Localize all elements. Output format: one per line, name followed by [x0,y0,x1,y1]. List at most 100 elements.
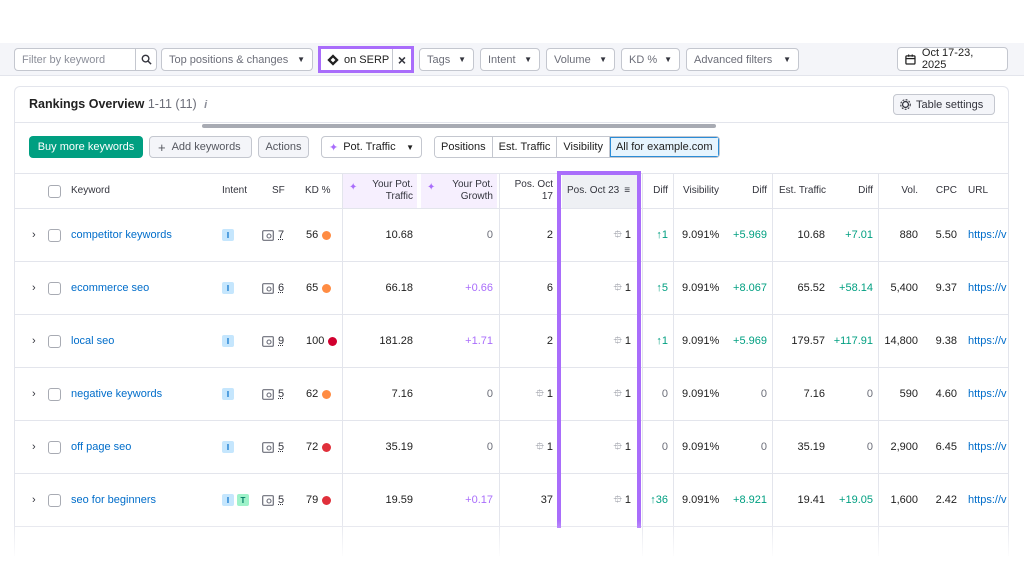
expand-row-icon[interactable]: › [32,441,36,453]
checkbox[interactable] [48,440,61,454]
date-range-button[interactable]: Oct 17-23, 2025 [897,47,1008,71]
intent-cell: I [222,262,237,314]
col-keyword[interactable]: Keyword [71,184,110,196]
search-button[interactable] [135,48,157,71]
intent-badge: I [222,335,234,347]
serp-filter-chip[interactable]: on SERP × [318,46,414,73]
volume-dropdown[interactable]: Volume ▼ [546,48,615,71]
pot-traffic-value: 35.19 [385,441,413,453]
checkbox[interactable] [48,493,61,507]
expand-row-icon[interactable]: › [32,335,36,347]
col-pos-oct23[interactable]: Pos. Oct 23 ≡ [562,174,640,208]
col-cpc[interactable]: CPC [935,184,957,196]
horizontal-scrollbar[interactable] [202,124,716,128]
url-link[interactable]: https://v [968,229,1007,241]
row-checkbox[interactable] [48,421,61,473]
table-row[interactable]: › off page seo I 5 72 35.19 0 ⯐ 1 ⯐ 1 0 9.… [15,421,1008,474]
checkbox[interactable] [48,334,61,348]
keyword-link[interactable]: competitor keywords [71,229,172,241]
tab-positions[interactable]: Positions [435,137,493,157]
sf-cell[interactable]: 7 [262,209,284,261]
visibility-diff-value: +8.921 [733,494,767,506]
keyword-link[interactable]: local seo [71,335,115,347]
serp-chip-label-area[interactable]: on SERP [321,49,393,70]
sf-cell[interactable]: 9 [262,315,284,367]
intent-badge: I [222,441,234,453]
row-checkbox[interactable] [48,368,61,420]
col-url[interactable]: URL [968,184,989,196]
col-pos-oct17[interactable]: Pos. Oct 17 [514,178,553,203]
select-all-checkbox[interactable] [48,174,61,208]
expand-row-icon[interactable]: › [32,388,36,400]
top-positions-dropdown[interactable]: Top positions & changes ▼ [161,48,313,71]
info-icon[interactable]: i [204,99,208,111]
keyword-link[interactable]: seo for beginners [71,494,156,506]
tab-visibility[interactable]: Visibility [557,137,610,157]
expand-row-icon[interactable]: › [32,494,36,506]
pos-diff-cell: ↑ 1 [643,315,668,367]
close-icon[interactable]: × [397,51,407,68]
sf-cell[interactable]: 5 [262,421,284,473]
col-visibility[interactable]: Visibility [683,184,719,196]
col-kd[interactable]: KD % [305,184,331,196]
expand-row-icon[interactable]: › [32,229,36,241]
checkbox[interactable] [48,228,61,242]
kd-value: 100 [306,335,325,347]
table-row[interactable]: › negative keywords I 5 62 7.16 0 ⯐ 1 ⯐ 1 … [15,368,1008,421]
col-est-traffic-diff[interactable]: Diff [858,184,873,196]
row-checkbox[interactable] [48,315,61,367]
intent-dropdown[interactable]: Intent ▼ [480,48,540,71]
table-settings-button[interactable]: Table settings [893,94,995,115]
keyword-link[interactable]: negative keywords [71,388,163,400]
sort-icon[interactable]: ≡ [624,184,631,196]
pos-oct17-cell: 2 [501,315,553,367]
tab-all-for-domain[interactable]: All for example.com [609,137,719,157]
intent-cell: I [222,209,237,261]
add-keywords-button[interactable]: + Add keywords [149,136,252,158]
col-intent[interactable]: Intent [222,184,248,196]
row-checkbox[interactable] [48,262,61,314]
tab-est-traffic[interactable]: Est. Traffic [492,137,558,157]
keyword-link[interactable]: ecommerce seo [71,282,150,294]
calendar-icon [905,54,916,65]
table-row[interactable]: › local seo I 9 100 181.28 +1.71 2 ⯐ 1 ↑ 1… [15,315,1008,368]
url-link[interactable]: https://v [968,441,1007,453]
buy-more-keywords-button[interactable]: Buy more keywords [29,136,143,158]
col-est-traffic[interactable]: Est. Traffic [779,184,827,196]
url-link[interactable]: https://v [968,282,1007,294]
tags-dropdown[interactable]: Tags ▼ [419,48,474,71]
pot-traffic-dropdown[interactable]: ✦ Pot. Traffic ▼ [321,136,422,158]
cpc-value: 6.45 [935,441,957,453]
visibility-diff-value: +5.969 [733,229,767,241]
sf-cell[interactable]: 5 [262,368,284,420]
sf-count: 5 [278,441,285,453]
filter-keyword-input[interactable] [14,48,136,71]
col-sf[interactable]: SF [272,184,285,196]
url-link[interactable]: https://v [968,335,1007,347]
advanced-filters-dropdown[interactable]: Advanced filters ▼ [686,48,799,71]
kd-dropdown[interactable]: KD % ▼ [621,48,680,71]
table-row[interactable]: › competitor keywords I 7 56 10.68 0 2 ⯐… [15,209,1008,262]
checkbox[interactable] [48,281,61,295]
checkbox[interactable] [48,387,61,401]
sf-cell[interactable]: 5 [262,474,284,526]
url-link[interactable]: https://v [968,494,1007,506]
sf-cell[interactable]: 6 [262,262,284,314]
row-checkbox[interactable] [48,209,61,261]
row-checkbox[interactable] [48,474,61,526]
col-visibility-diff[interactable]: Diff [752,184,767,196]
keyword-link[interactable]: off page seo [71,441,132,453]
expand-row-icon[interactable]: › [32,282,36,294]
table-row[interactable]: › ecommerce seo I 6 65 66.18 +0.66 6 ⯐ 1 … [15,262,1008,315]
actions-button[interactable]: Actions [258,136,309,158]
column-divider [772,173,773,556]
cpc-value: 4.60 [935,388,957,400]
serp-features-icon [262,229,274,241]
checkbox[interactable] [48,184,61,198]
col-pot-traffic[interactable]: ✦ Your Pot. Traffic [343,174,417,208]
url-link[interactable]: https://v [968,388,1007,400]
col-pot-growth[interactable]: ✦ Your Pot. Growth [421,174,497,208]
col-diff[interactable]: Diff [653,184,668,196]
col-volume[interactable]: Vol. [901,184,918,196]
